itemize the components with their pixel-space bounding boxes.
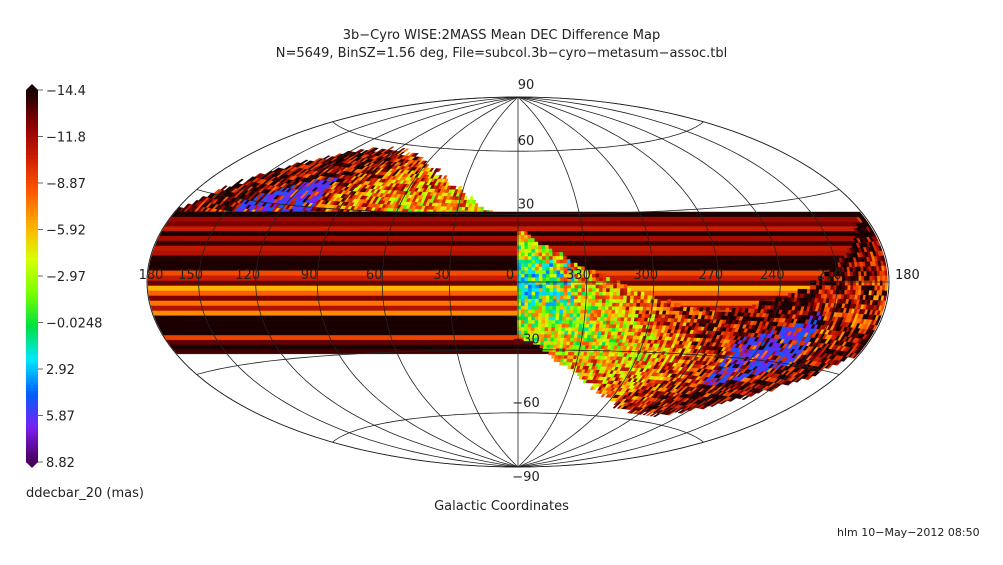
chart-subtitle: N=5649, BinSZ=1.56 deg, File=subcol.3b−c…	[275, 46, 728, 61]
heat-cell	[846, 285, 851, 291]
heat-cell	[884, 280, 888, 286]
heat-cell	[860, 275, 865, 281]
heat-cell	[841, 280, 845, 286]
heat-cell	[751, 304, 756, 309]
heat-cell	[815, 284, 820, 290]
chart-title: 3b−Cyro WISE:2MASS Mean DEC Difference M…	[342, 28, 661, 43]
heat-cell	[235, 178, 244, 184]
heat-cell	[457, 185, 463, 190]
heat-cell	[847, 280, 851, 286]
heat-cell	[844, 285, 848, 290]
heat-cell	[861, 280, 865, 286]
heat-cell	[879, 280, 883, 286]
heat-cell	[832, 284, 837, 290]
heat-cell	[812, 280, 817, 286]
heat-cell	[469, 196, 474, 201]
heat-cell	[841, 284, 845, 290]
heat-cell	[852, 280, 856, 286]
heat-cell	[827, 284, 831, 290]
heat-cell	[884, 275, 888, 281]
heat-cell	[821, 284, 826, 290]
heat-cell	[863, 275, 867, 281]
heat-cell	[855, 275, 859, 281]
heat-cell	[824, 284, 828, 290]
heat-cell	[386, 146, 395, 151]
heat-cell	[871, 280, 875, 286]
heat-cell	[882, 280, 886, 286]
heat-cell	[874, 275, 878, 281]
heat-cell	[830, 284, 834, 290]
heat-cell	[871, 275, 875, 281]
heat-cell	[868, 275, 873, 281]
heat-cell	[758, 300, 763, 306]
heat-cell	[881, 275, 886, 281]
heat-cell	[838, 284, 843, 290]
heat-cell	[866, 275, 870, 281]
heat-cell	[844, 280, 848, 286]
heat-cell	[783, 297, 789, 302]
heat-cell	[850, 280, 854, 286]
heat-cell	[866, 280, 870, 286]
heat-cell	[844, 275, 848, 281]
heat-cell	[863, 280, 867, 286]
heat-cell	[818, 284, 823, 290]
heat-cell	[855, 280, 859, 286]
heat-cell	[858, 280, 862, 286]
heat-cell	[787, 293, 792, 298]
heat-cell	[812, 284, 817, 290]
heat-cell	[874, 280, 878, 286]
heat-cell	[879, 275, 883, 281]
heat-cell	[852, 285, 857, 291]
heat-cell	[841, 275, 845, 281]
heat-cell	[809, 280, 814, 286]
heat-cell	[809, 284, 814, 290]
heat-cell	[852, 275, 857, 281]
heat-cell	[868, 280, 873, 286]
heat-cell	[442, 175, 448, 180]
heat-cell	[876, 280, 880, 286]
heat-cell	[847, 275, 851, 281]
heat-cell	[797, 288, 802, 294]
heat-cell	[849, 275, 854, 281]
heat-cell	[731, 307, 736, 313]
heat-cell	[858, 275, 862, 281]
